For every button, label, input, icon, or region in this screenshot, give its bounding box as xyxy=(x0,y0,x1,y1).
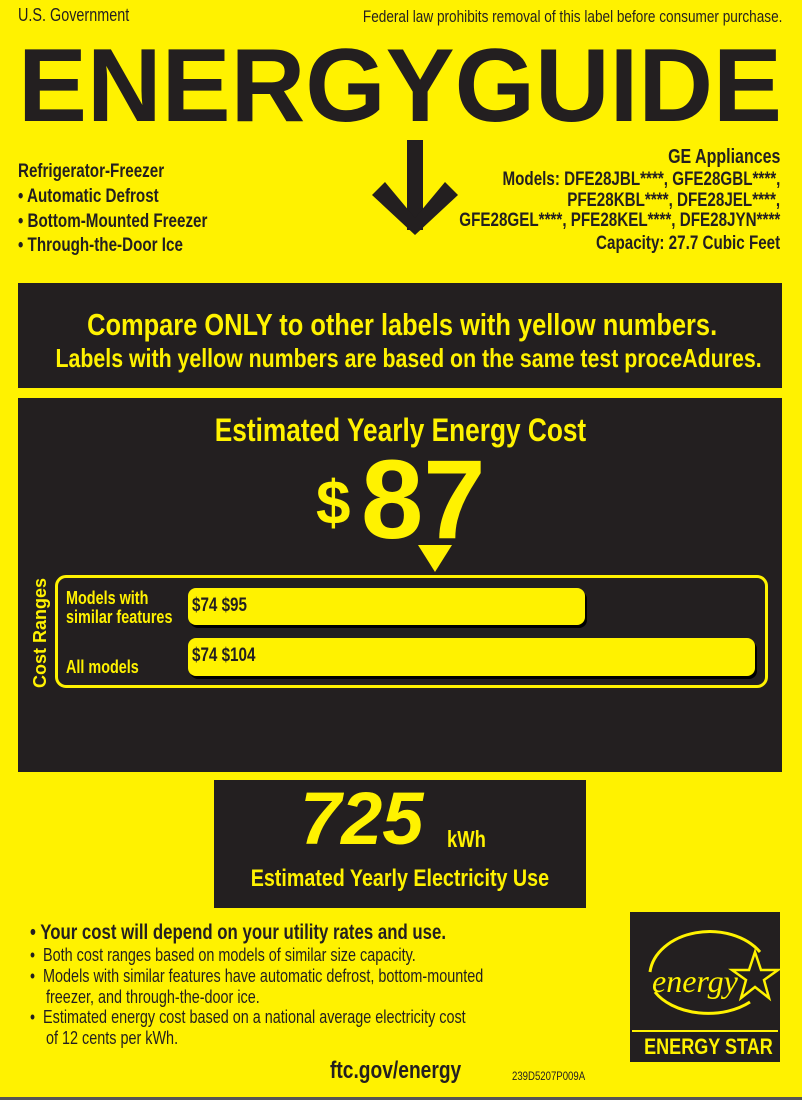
notes-list: • Both cost ranges based on models of si… xyxy=(30,945,597,1049)
note-line: • Models with similar features have auto… xyxy=(30,965,484,986)
note-line: freezer, and through-the-door ice. xyxy=(30,986,260,1007)
cost-currency: $ xyxy=(316,469,351,538)
ftc-link[interactable]: ftc.gov/energy xyxy=(330,1057,462,1084)
note-line: • Both cost ranges based on models of si… xyxy=(30,945,416,965)
models-line: PFE28KBL****, DFE28JEL****, xyxy=(567,190,780,211)
note-line: of 12 cents per kWh. xyxy=(30,1028,179,1049)
compare-panel: Compare ONLY to other labels with yellow… xyxy=(18,283,782,388)
capacity: Capacity: 27.7 Cubic Feet xyxy=(595,233,780,254)
range-label-all: All models xyxy=(66,657,139,677)
svg-text:ENERGYGUIDE: ENERGYGUIDE xyxy=(18,28,782,144)
range-high: $95 xyxy=(221,595,247,616)
cost-pointer-icon xyxy=(418,545,452,572)
cost-ranges-label: Cost Ranges xyxy=(30,577,50,688)
models-line: Models: DFE28JBL****, GFE28GBL****, xyxy=(502,169,780,190)
energy-star-icon: energy xyxy=(648,930,780,1015)
cost-title: Estimated Yearly Energy Cost xyxy=(214,412,586,448)
note-main: • Your cost will depend on your utility … xyxy=(30,921,446,944)
removal-notice: Federal law prohibits removal of this la… xyxy=(362,7,782,26)
svg-text:energy: energy xyxy=(652,963,739,999)
range-low: $74 xyxy=(192,595,218,616)
cost-value: 87 xyxy=(361,437,486,562)
product-type: Refrigerator-Freezer xyxy=(18,161,165,182)
range-low: $74 xyxy=(192,645,218,666)
compare-line-1: Compare ONLY to other labels with yellow… xyxy=(87,307,718,342)
electricity-value: 725 xyxy=(300,777,424,860)
models-line: GFE28GEL****, PFE28KEL****, DFE28JYN**** xyxy=(458,210,780,231)
cost-panel: Estimated Yearly Energy Cost $ 87 Cost R… xyxy=(18,398,782,772)
electricity-unit: kWh xyxy=(447,826,486,852)
feature-item: • Bottom-Mounted Freezer xyxy=(18,211,208,232)
range-high: $104 xyxy=(221,645,256,666)
energy-star-logo: energy ENERGY STAR xyxy=(630,912,780,1062)
cost-ranges-box xyxy=(55,575,768,688)
note-line: • Estimated energy cost based on a natio… xyxy=(30,1007,466,1028)
compare-line-2: Labels with yellow numbers are based on … xyxy=(55,343,762,373)
government-label: U.S. Government xyxy=(18,5,130,25)
manufacturer-name: GE Appliances xyxy=(667,146,780,168)
range-bar-all: $74 $104 xyxy=(188,638,755,676)
range-label-similar: Models with similar features xyxy=(66,588,173,627)
electricity-panel: 725 kWh Estimated Yearly Electricity Use xyxy=(214,780,586,908)
range-bar-similar: $74 $95 xyxy=(188,588,585,625)
electricity-label: Estimated Yearly Electricity Use xyxy=(250,865,550,892)
feature-item: • Automatic Defrost xyxy=(18,186,159,207)
feature-item: • Through-the-Door Ice xyxy=(18,235,183,256)
arrow-down-icon xyxy=(372,140,458,235)
label-code: 239D5207P009A xyxy=(512,1069,586,1083)
energy-star-text: ENERGY STAR xyxy=(644,1034,773,1059)
energyguide-logo: ENERGYGUIDE xyxy=(18,28,782,235)
